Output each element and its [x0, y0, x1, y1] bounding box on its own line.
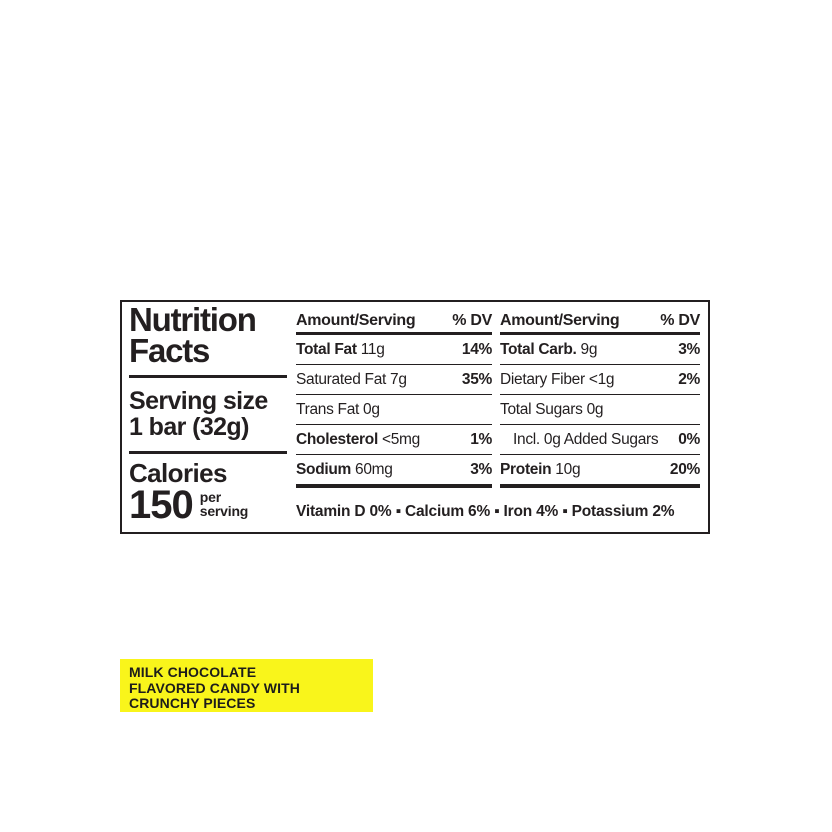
nutrient-dv: 2%: [678, 370, 700, 388]
calories-label: Calories: [129, 458, 227, 488]
title-line-2: Facts: [129, 332, 210, 369]
micronutrients-line: Vitamin D 0% ▪ Calcium 6% ▪ Iron 4% ▪ Po…: [296, 503, 675, 520]
header-amount-serving: Amount/Serving: [296, 312, 416, 329]
row-cholesterol: Cholesterol <5mg 1%: [296, 425, 492, 455]
row-total-carb: Total Carb. 9g 3%: [500, 335, 700, 365]
nutrient-dv: 35%: [461, 370, 492, 388]
nutrient-dv: 1%: [470, 430, 492, 448]
nutrient-name: Protein: [500, 460, 552, 478]
nutrient-amount: Dietary Fiber <1g: [500, 370, 615, 388]
banner-line-3: CRUNCHY PIECES: [129, 695, 256, 712]
header-percent-dv: % DV: [452, 312, 492, 329]
row-total-fat: Total Fat 11g 14%: [296, 335, 492, 365]
divider: [129, 375, 287, 378]
calories-value: 150: [129, 483, 194, 527]
serving-size-value: 1 bar (32g): [129, 413, 249, 441]
nutrition-facts-title: Nutrition Facts: [129, 301, 287, 369]
row-dietary-fiber: Dietary Fiber <1g 2%: [500, 365, 700, 395]
row-protein: Protein 10g 20%: [500, 455, 700, 488]
nutrient-name: Cholesterol: [296, 430, 378, 448]
banner-line-1: MILK CHOCOLATE: [129, 664, 257, 680]
header-amount-serving: Amount/Serving: [500, 312, 620, 329]
row-saturated-fat: Saturated Fat 7g 35%: [296, 365, 492, 395]
row-total-sugars: Total Sugars 0g: [500, 395, 700, 425]
nutrient-label: Dietary Fiber <1g: [500, 370, 615, 389]
nutrient-dv: 3%: [470, 460, 492, 478]
nutrient-label: Cholesterol <5mg: [296, 431, 420, 449]
serving-size: Serving size 1 bar (32g): [129, 388, 287, 440]
product-banner: MILK CHOCOLATE FLAVORED CANDY WITH CRUNC…: [120, 659, 373, 712]
row-added-sugars: Incl. 0g Added Sugars 0%: [500, 425, 700, 455]
nutrition-facts-left-column: Nutrition Facts Serving size 1 bar (32g)…: [129, 301, 287, 527]
nutrient-amount: Total Sugars 0g: [500, 400, 604, 418]
nutrients-column-1: Amount/Serving % DV Total Fat 11g 14% Sat…: [296, 306, 492, 488]
nutrient-amount: 60mg: [355, 460, 393, 478]
nutrient-amount: Trans Fat 0g: [296, 400, 380, 418]
nutrient-label: Trans Fat 0g: [296, 401, 380, 419]
nutrient-amount: Saturated Fat 7g: [296, 370, 407, 388]
nutrient-label: Total Carb. 9g: [500, 341, 597, 359]
nutrient-amount: 9g: [580, 340, 598, 358]
nutrient-label: Total Sugars 0g: [500, 400, 604, 419]
column-header: Amount/Serving % DV: [500, 306, 700, 335]
banner-line-2: FLAVORED CANDY WITH: [129, 679, 300, 696]
nutrient-name: Sodium: [296, 460, 352, 478]
nutrition-facts-panel: Nutrition Facts Serving size 1 bar (32g)…: [120, 300, 710, 534]
header-percent-dv: % DV: [660, 312, 700, 329]
nutrient-amount: 10g: [555, 460, 581, 478]
nutrient-label: Saturated Fat 7g: [296, 371, 407, 389]
nutrient-dv: 20%: [669, 460, 700, 478]
nutrient-amount: Incl. 0g Added Sugars: [513, 430, 659, 448]
nutrient-dv: 14%: [461, 340, 492, 358]
column-header: Amount/Serving % DV: [296, 306, 492, 335]
serving-size-label: Serving size: [129, 387, 268, 415]
calories-unit-line-2: serving: [199, 503, 249, 519]
row-sodium: Sodium 60mg 3%: [296, 455, 492, 488]
nutrient-label: Incl. 0g Added Sugars: [500, 430, 659, 449]
calories-unit-line-1: per: [199, 489, 221, 505]
nutrient-label: Protein 10g: [500, 460, 581, 479]
nutrient-label: Sodium 60mg: [296, 461, 393, 479]
divider: [129, 451, 287, 454]
title-line-1: Nutrition: [129, 301, 257, 338]
calories-unit: per serving: [199, 487, 249, 519]
nutrient-name: Total Carb.: [500, 340, 577, 358]
nutrient-dv: 3%: [678, 340, 700, 358]
row-trans-fat: Trans Fat 0g: [296, 395, 492, 425]
nutrient-label: Total Fat 11g: [296, 341, 385, 359]
calories-row: 150 per serving: [129, 483, 287, 527]
nutrient-name: Total Fat: [296, 340, 357, 358]
nutrient-amount: <5mg: [381, 430, 420, 448]
nutrients-column-2: Amount/Serving % DV Total Carb. 9g 3% Die…: [500, 306, 700, 488]
nutrient-dv: 0%: [678, 430, 700, 448]
nutrient-amount: 11g: [360, 340, 385, 358]
